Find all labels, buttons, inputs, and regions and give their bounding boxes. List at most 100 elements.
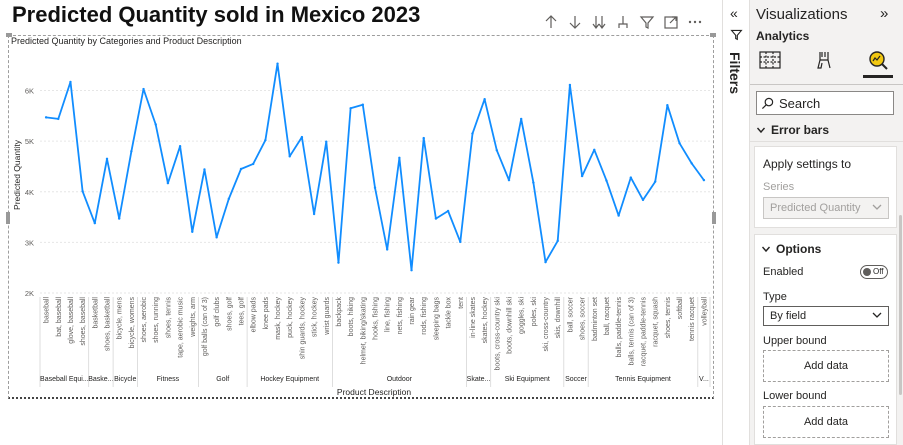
double-arrow-down-icon[interactable]	[591, 14, 607, 30]
x-tick-label: shoes, basketball	[105, 297, 112, 352]
data-point[interactable]	[653, 180, 657, 183]
data-point[interactable]	[312, 212, 316, 216]
data-point[interactable]	[154, 123, 157, 126]
resize-handle-top-left[interactable]	[6, 33, 12, 37]
data-point[interactable]	[117, 217, 121, 220]
filter-icon[interactable]	[639, 14, 655, 30]
data-point[interactable]	[276, 62, 279, 65]
data-point[interactable]	[239, 167, 243, 171]
data-point[interactable]	[142, 87, 145, 91]
data-point[interactable]	[446, 209, 450, 213]
data-point[interactable]	[605, 179, 608, 182]
arrow-down-icon[interactable]	[567, 14, 583, 30]
data-point[interactable]	[666, 104, 669, 107]
data-point[interactable]	[410, 269, 413, 272]
double-chevron-left-icon[interactable]: «	[730, 5, 738, 21]
data-point[interactable]	[215, 236, 218, 239]
analytics-magnifier-icon[interactable]	[863, 45, 893, 78]
series-dropdown[interactable]: Predicted Quantity	[763, 197, 889, 219]
series-layer[interactable]	[44, 62, 706, 272]
data-point[interactable]	[69, 80, 72, 84]
data-point[interactable]	[507, 178, 511, 182]
x-tick-label: volleyball	[701, 297, 708, 326]
data-point[interactable]	[398, 156, 401, 160]
expand-hierarchy-icon[interactable]	[615, 14, 631, 30]
arrow-up-icon[interactable]	[543, 14, 559, 30]
data-point[interactable]	[105, 157, 109, 161]
line-chart[interactable]: Predicted Quantity by Categories and Pro…	[8, 35, 714, 399]
lower-bound-label: Lower bound	[763, 390, 827, 402]
resize-handle-right[interactable]	[712, 212, 716, 224]
data-point[interactable]	[349, 107, 352, 110]
data-point[interactable]	[702, 178, 706, 182]
y-axis-title: Predicted Quantity	[12, 139, 22, 210]
data-point[interactable]	[678, 141, 681, 145]
data-point[interactable]	[593, 148, 596, 151]
data-point[interactable]	[422, 136, 425, 140]
data-point[interactable]	[288, 155, 291, 158]
resize-handle-left[interactable]	[6, 212, 10, 224]
filters-pane[interactable]: « Filters	[722, 0, 750, 445]
x-tick-label: nets, fishing	[397, 297, 404, 334]
x-tick-label: baseball	[44, 297, 51, 324]
data-point[interactable]	[227, 197, 231, 201]
data-point[interactable]	[483, 97, 486, 101]
data-point[interactable]	[641, 198, 645, 202]
data-point[interactable]	[617, 214, 620, 217]
double-chevron-right-icon[interactable]: »	[880, 5, 889, 22]
data-point[interactable]	[44, 116, 48, 119]
data-point[interactable]	[264, 138, 267, 142]
data-point[interactable]	[434, 217, 438, 220]
table-visual-icon[interactable]	[755, 45, 785, 75]
x-tick-label: rain gear	[409, 296, 416, 324]
data-point[interactable]	[130, 150, 133, 153]
data-point[interactable]	[57, 117, 60, 121]
type-value: By field	[770, 310, 807, 322]
data-point[interactable]	[325, 140, 328, 143]
filters-label[interactable]: Filters	[727, 52, 743, 95]
data-point[interactable]	[166, 181, 170, 185]
data-point[interactable]	[93, 221, 97, 225]
x-tick-label: tennis racquet	[689, 297, 696, 341]
data-point[interactable]	[568, 83, 572, 87]
section-label: Analytics	[756, 29, 810, 43]
resize-handle-top-right[interactable]	[710, 33, 716, 37]
enabled-toggle[interactable]: Off	[860, 265, 888, 279]
data-point[interactable]	[385, 248, 389, 251]
series-line[interactable]	[45, 62, 705, 272]
more-options-icon[interactable]	[687, 14, 703, 30]
data-point[interactable]	[373, 186, 377, 189]
search-input[interactable]: Search	[756, 91, 894, 115]
data-point[interactable]	[361, 103, 365, 106]
data-point[interactable]	[544, 260, 547, 264]
format-brush-icon[interactable]	[809, 45, 839, 75]
data-point[interactable]	[495, 149, 499, 152]
lower-bound-add-data-button[interactable]: Add data	[763, 406, 889, 438]
options-section-header[interactable]: Options	[761, 242, 821, 256]
x-tick-label: goggles, ski	[519, 297, 526, 334]
data-point[interactable]	[251, 162, 255, 166]
data-point[interactable]	[580, 174, 584, 178]
x-tick-label: line, fishing	[385, 297, 392, 332]
data-point[interactable]	[459, 240, 462, 244]
data-point[interactable]	[178, 145, 182, 148]
pane-scrollbar[interactable]	[899, 215, 902, 395]
type-dropdown[interactable]: By field	[763, 306, 889, 326]
data-point[interactable]	[191, 230, 194, 233]
data-point[interactable]	[556, 239, 559, 243]
toggle-knob	[863, 268, 871, 276]
data-point[interactable]	[471, 132, 474, 135]
upper-bound-add-data-button[interactable]: Add data	[763, 350, 889, 382]
data-point[interactable]	[81, 190, 84, 193]
data-point[interactable]	[337, 261, 340, 264]
data-point[interactable]	[690, 162, 693, 165]
visual-selection-frame[interactable]	[6, 33, 716, 399]
x-tick-label: glove, baseball	[68, 297, 75, 344]
focus-mode-icon[interactable]	[663, 14, 679, 30]
data-point[interactable]	[532, 181, 535, 184]
data-point[interactable]	[203, 168, 206, 171]
data-point[interactable]	[300, 135, 304, 139]
data-point[interactable]	[519, 117, 523, 121]
data-point[interactable]	[629, 176, 633, 179]
error-bars-section-header[interactable]: Error bars	[756, 123, 829, 137]
